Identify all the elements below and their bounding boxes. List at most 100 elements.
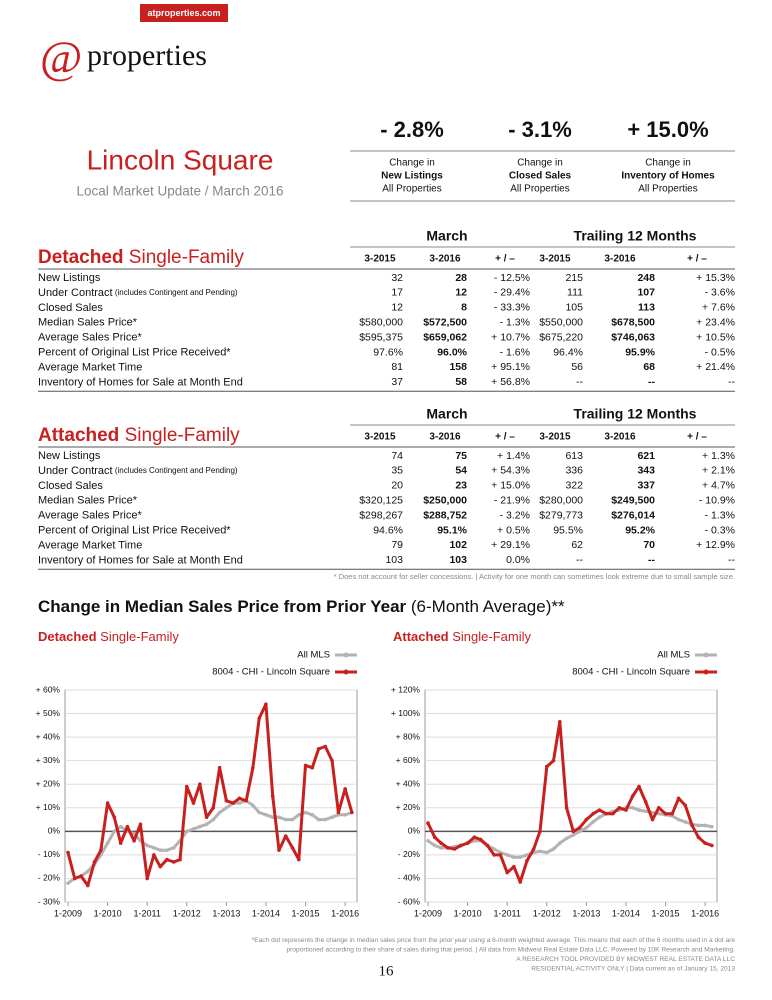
cell: --	[576, 376, 583, 388]
cell: + 1.4%	[497, 450, 530, 462]
cell: $279,773	[539, 509, 583, 521]
stat-value: + 15.0%	[627, 117, 708, 142]
point	[445, 846, 450, 850]
x-tick-label: 1-2010	[94, 908, 122, 918]
chart-title-rest: Single-Family	[449, 629, 532, 644]
point	[683, 803, 688, 808]
cell: $249,500	[611, 494, 655, 506]
point	[330, 758, 334, 763]
legend-dot	[343, 652, 349, 658]
row-label-text: Average Sales Price*	[38, 510, 142, 522]
point	[231, 801, 235, 805]
point	[611, 811, 615, 816]
subtitle: Local Market Update / March 2016	[76, 184, 283, 199]
point	[703, 823, 707, 828]
column-header: 3-2015	[364, 254, 396, 265]
point	[505, 853, 509, 857]
point	[118, 841, 123, 845]
stat-line: All Properties	[382, 184, 441, 195]
x-tick-label: 1-2012	[173, 908, 201, 918]
site-tab	[140, 4, 228, 22]
cell: 0.0%	[506, 554, 530, 566]
group-header: Trailing 12 Months	[574, 228, 697, 244]
row-label-text: Percent of Original List Price Received*	[38, 524, 231, 536]
group-header: March	[426, 228, 467, 244]
x-tick-label: 1-2014	[252, 908, 280, 918]
table-note: * Does not account for seller concession…	[334, 572, 735, 581]
stat-line: Change in	[645, 158, 691, 169]
point	[465, 841, 470, 845]
x-tick-label: 1-2013	[212, 908, 240, 918]
row-label: Inventory of Homes for Sale at Month End	[38, 376, 243, 388]
cell: - 1.3%	[705, 509, 735, 521]
legend-dot	[703, 652, 709, 658]
point	[683, 820, 688, 824]
cell: $276,014	[611, 509, 655, 521]
point	[257, 810, 262, 815]
point	[191, 801, 196, 805]
cell: 95.5%	[553, 524, 583, 536]
cell: 68	[643, 361, 655, 373]
y-tick-label: + 40%	[396, 778, 421, 788]
page-number: 16	[379, 963, 395, 979]
point	[165, 857, 169, 862]
cell: - 12.5%	[494, 272, 530, 284]
point	[92, 860, 97, 864]
cell: $580,000	[359, 316, 403, 328]
point	[211, 805, 216, 810]
point	[597, 815, 602, 819]
series-line	[66, 702, 354, 887]
cell: --	[648, 376, 655, 388]
site: atproperties.com	[147, 8, 220, 18]
point	[604, 811, 608, 816]
point	[544, 850, 549, 855]
cell: 12	[391, 302, 403, 314]
point	[525, 853, 529, 857]
y-tick-label: + 20%	[396, 802, 421, 812]
point	[512, 864, 516, 869]
point	[303, 763, 308, 768]
point	[264, 702, 268, 706]
point	[512, 855, 516, 860]
y-tick-label: - 60%	[398, 896, 421, 906]
point	[591, 811, 595, 816]
stat-line: Closed Sales	[509, 171, 572, 182]
cell: 102	[449, 539, 467, 551]
point	[264, 813, 268, 817]
point	[591, 820, 595, 824]
row-label: Under Contract (includes Contingent and …	[38, 287, 238, 299]
point	[696, 835, 701, 840]
row-label: Average Market Time	[38, 361, 142, 373]
cell: + 23.4%	[696, 316, 735, 328]
point	[217, 810, 222, 815]
row-label: Percent of Original List Price Received*	[38, 524, 231, 536]
cell: + 2.1%	[702, 465, 735, 477]
point	[472, 835, 477, 840]
cell: 54	[455, 465, 467, 477]
y-tick-label: + 60%	[396, 755, 421, 765]
row-label-note: (includes Contingent and Pending)	[113, 466, 238, 475]
cell: 75	[455, 450, 467, 462]
point	[184, 784, 189, 789]
point	[630, 805, 635, 810]
point	[617, 805, 622, 810]
point	[696, 823, 701, 828]
point	[485, 843, 490, 848]
point	[191, 827, 196, 831]
point	[323, 744, 328, 749]
cell: 336	[565, 465, 583, 477]
point	[72, 876, 77, 881]
point	[99, 848, 103, 852]
point	[637, 784, 641, 789]
point	[79, 874, 83, 878]
point	[439, 841, 443, 845]
x-tick-label: 1-2012	[533, 908, 561, 918]
point	[432, 835, 437, 840]
heading-rest: Single-Family	[119, 425, 240, 446]
logo-at: @	[40, 32, 82, 83]
point	[204, 815, 209, 819]
point	[663, 811, 668, 816]
cell: 96.0%	[437, 346, 467, 358]
x-tick-label: 1-2011	[133, 908, 160, 918]
point	[525, 858, 529, 863]
